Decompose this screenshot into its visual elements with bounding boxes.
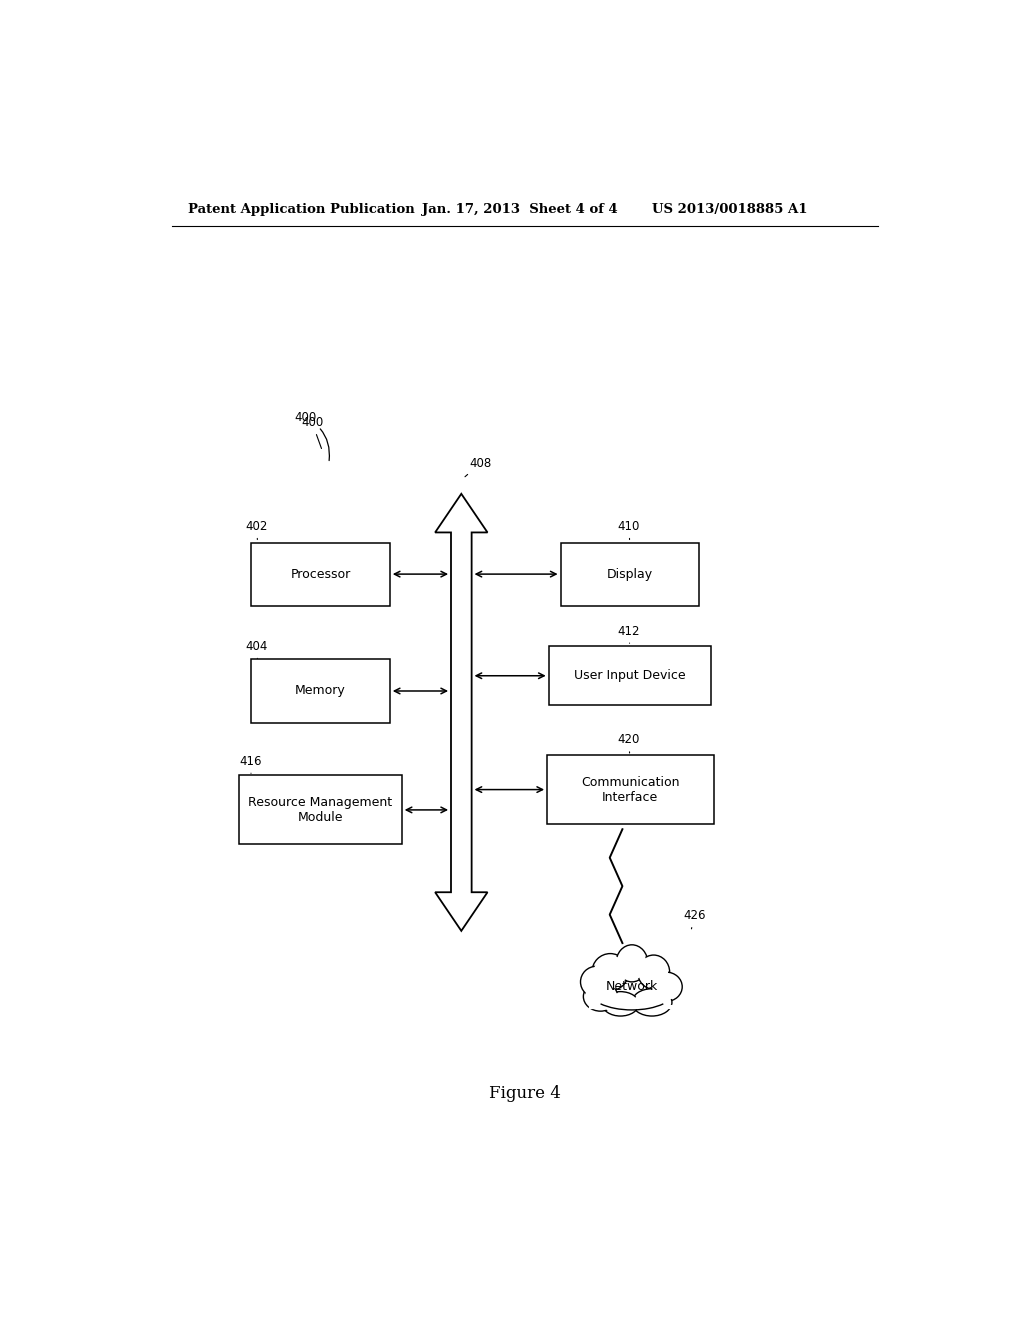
Ellipse shape bbox=[638, 956, 670, 989]
Bar bbox=[547, 755, 714, 824]
Text: 420: 420 bbox=[617, 734, 640, 752]
Ellipse shape bbox=[581, 950, 683, 1023]
Ellipse shape bbox=[616, 945, 648, 982]
Text: Figure 4: Figure 4 bbox=[488, 1085, 561, 1102]
Text: 402: 402 bbox=[246, 520, 268, 540]
Ellipse shape bbox=[584, 982, 617, 1011]
Text: 400: 400 bbox=[301, 416, 324, 449]
Text: Resource Management
Module: Resource Management Module bbox=[249, 796, 392, 824]
Text: 410: 410 bbox=[617, 520, 640, 540]
Ellipse shape bbox=[602, 991, 639, 1016]
Text: 426: 426 bbox=[684, 909, 706, 929]
Ellipse shape bbox=[650, 972, 682, 1002]
Bar bbox=[549, 647, 712, 705]
Text: Display: Display bbox=[607, 568, 653, 581]
Text: Memory: Memory bbox=[295, 685, 346, 697]
Text: Communication
Interface: Communication Interface bbox=[581, 776, 680, 804]
Bar bbox=[560, 543, 699, 606]
Text: User Input Device: User Input Device bbox=[574, 669, 686, 682]
Ellipse shape bbox=[592, 953, 629, 991]
Ellipse shape bbox=[617, 946, 646, 979]
Text: 408: 408 bbox=[465, 457, 492, 477]
Bar bbox=[251, 543, 390, 606]
Ellipse shape bbox=[632, 989, 672, 1016]
Ellipse shape bbox=[634, 990, 670, 1015]
Text: US 2013/0018885 A1: US 2013/0018885 A1 bbox=[652, 203, 807, 215]
Polygon shape bbox=[435, 494, 487, 931]
Text: 416: 416 bbox=[240, 755, 261, 774]
Ellipse shape bbox=[582, 968, 611, 995]
Text: Jan. 17, 2013  Sheet 4 of 4: Jan. 17, 2013 Sheet 4 of 4 bbox=[422, 203, 617, 215]
Ellipse shape bbox=[594, 956, 627, 989]
Text: 412: 412 bbox=[617, 624, 640, 643]
Bar bbox=[240, 775, 401, 845]
Ellipse shape bbox=[585, 983, 616, 1010]
Ellipse shape bbox=[604, 993, 637, 1015]
Text: Processor: Processor bbox=[291, 568, 350, 581]
Ellipse shape bbox=[581, 966, 612, 998]
Ellipse shape bbox=[652, 974, 681, 1001]
Text: 404: 404 bbox=[246, 640, 268, 659]
Bar bbox=[251, 660, 390, 722]
Text: Network: Network bbox=[606, 981, 658, 993]
Text: Patent Application Publication: Patent Application Publication bbox=[187, 203, 415, 215]
Text: 400: 400 bbox=[295, 411, 330, 461]
Ellipse shape bbox=[639, 957, 668, 987]
